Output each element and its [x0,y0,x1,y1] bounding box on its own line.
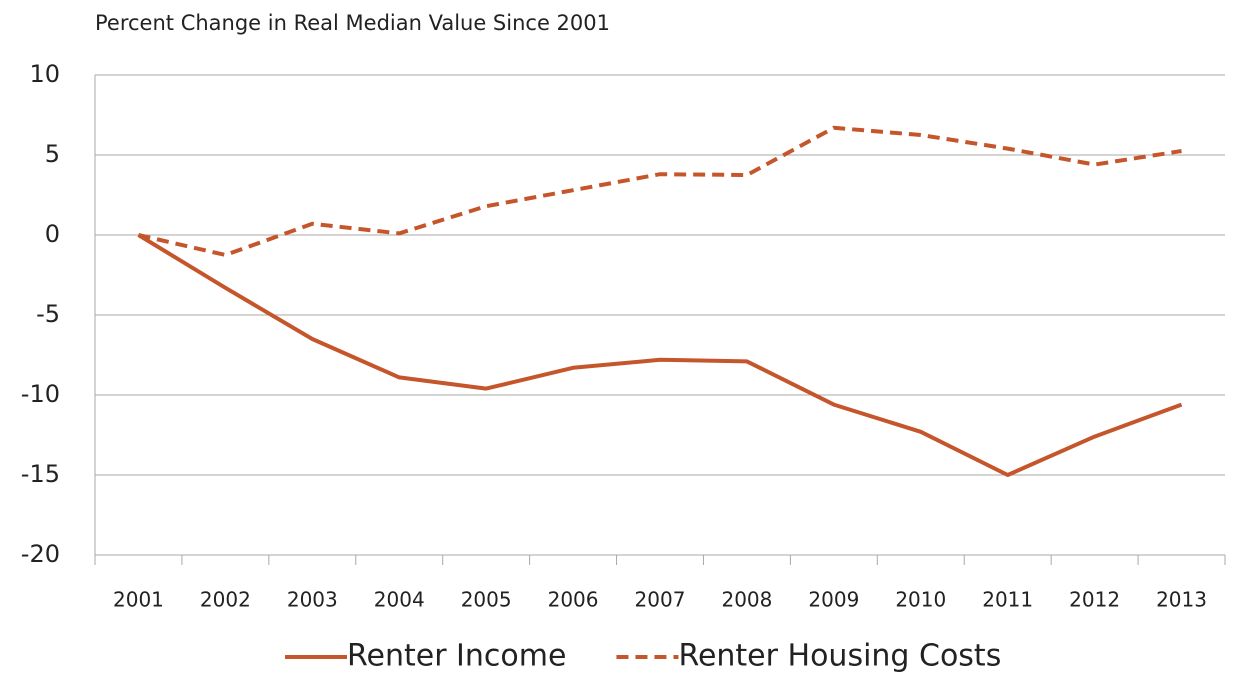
line-series [138,125,1182,257]
x-tick-label: 2012 [1069,588,1120,612]
legend-label: Renter Income [347,639,566,674]
legend-label: Renter Housing Costs [678,639,1001,674]
x-tick-label: 2002 [200,588,251,612]
y-tick-label: -20 [21,540,60,568]
chart-title: Percent Change in Real Median Value Sinc… [95,11,610,35]
x-tick-label: 2011 [982,588,1033,612]
x-tick-label: 2005 [461,588,512,612]
y-tick-label: -5 [36,300,60,328]
x-tick-label: 2009 [808,588,859,612]
y-tick-label: -15 [21,460,60,488]
y-tick-label: 0 [45,220,60,248]
y-tick-label: 10 [29,60,60,88]
line-series [137,233,1183,477]
x-tick-label: 2004 [374,588,425,612]
x-tick-label: 2013 [1156,588,1207,612]
x-tick-label: 2001 [113,588,164,612]
x-tick-label: 2008 [721,588,772,612]
x-tick-label: 2007 [635,588,686,612]
x-tick-label: 2003 [287,588,338,612]
y-tick-label: 5 [45,140,60,168]
y-tick-label: -10 [21,380,60,408]
x-tick-label: 2006 [548,588,599,612]
x-tick-label: 2010 [895,588,946,612]
